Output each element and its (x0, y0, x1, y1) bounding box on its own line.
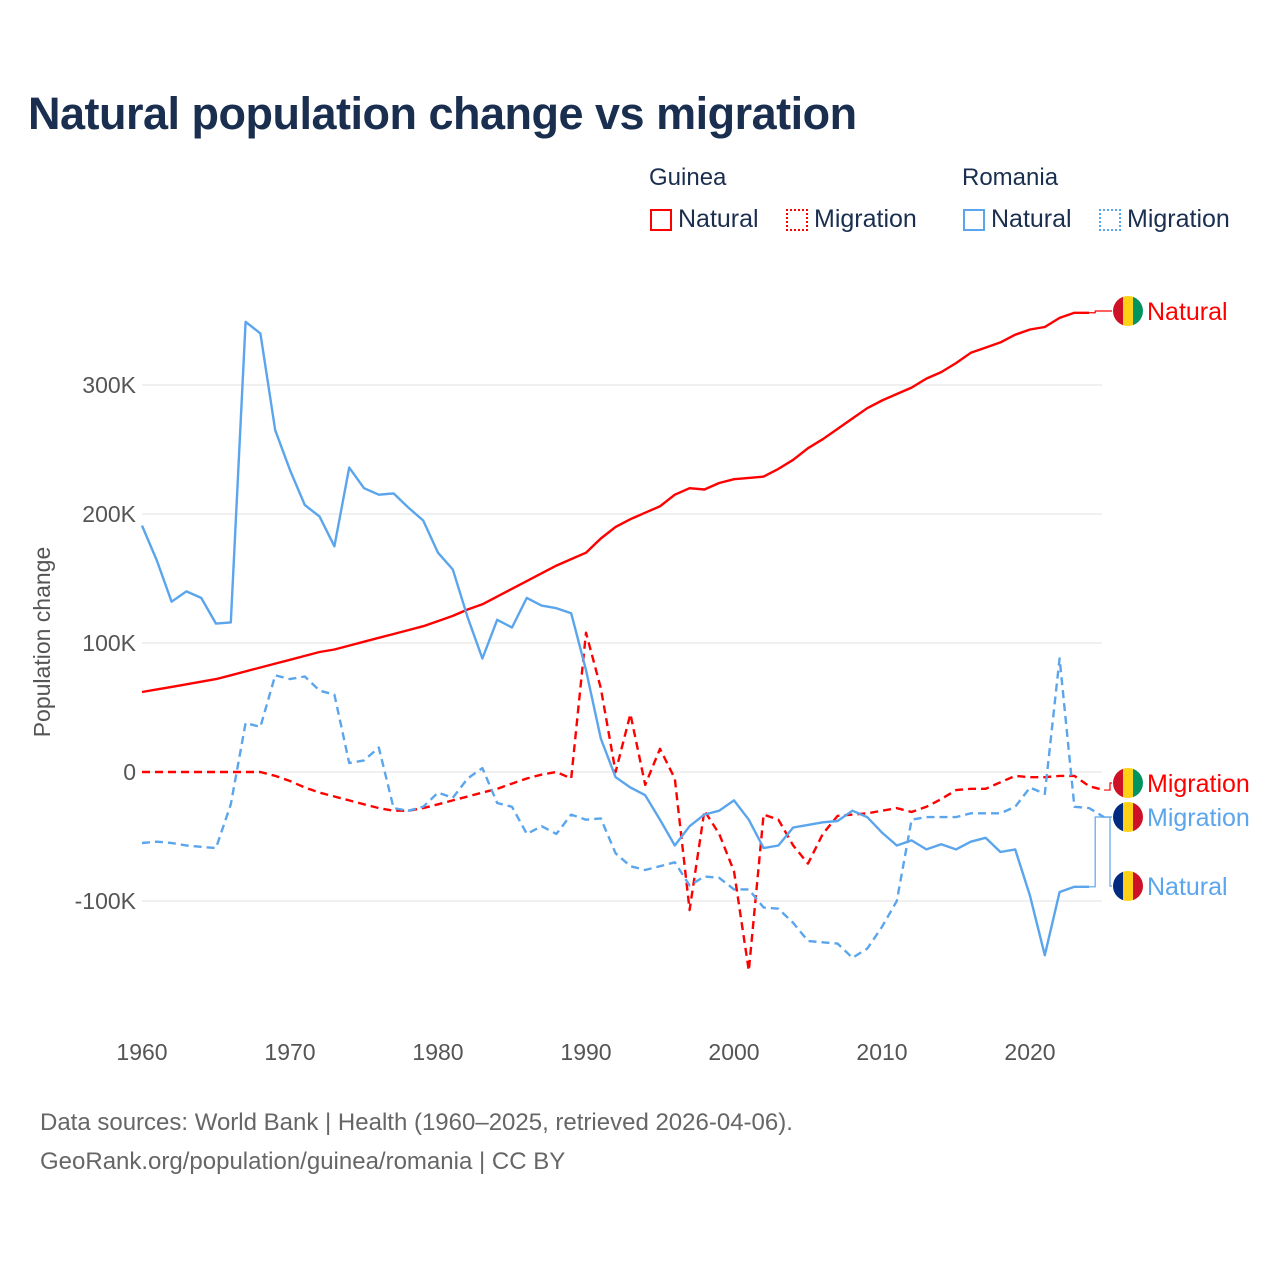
legend-swatch-dotted-blue (1099, 208, 1121, 231)
legend-swatch-solid-blue (963, 208, 985, 231)
end-label-romania-natural: Migration (1147, 804, 1250, 832)
flag-stripe (1123, 296, 1134, 326)
flag-stripe (1113, 871, 1124, 901)
legend-romania-natural[interactable]: Natural (963, 205, 1072, 234)
legend-label: Migration (1127, 205, 1230, 233)
legend-label: Natural (678, 205, 759, 233)
footer-link[interactable]: GeoRank.org/population/guinea/romania | … (40, 1148, 566, 1175)
label-connector (1104, 816, 1112, 887)
legend-label: Migration (814, 205, 917, 233)
y-axis-label: Population change (29, 547, 55, 738)
y-tick-label: -100K (75, 888, 137, 914)
y-tick-label: 200K (82, 501, 136, 527)
label-connector (1089, 816, 1112, 888)
flag-stripe (1123, 768, 1134, 798)
chart-title: Natural population change vs migration (28, 88, 857, 139)
flag-stripe (1133, 768, 1143, 798)
legend-swatch-dotted-red (786, 208, 808, 231)
x-tick-label: 2010 (856, 1039, 907, 1065)
x-tick-label: 1990 (560, 1039, 611, 1065)
legend-label: Natural (991, 205, 1072, 233)
label-connector (1089, 310, 1112, 314)
series-line-guinea-migration (142, 631, 1105, 972)
legend-guinea-natural[interactable]: Natural (650, 205, 759, 234)
flag-stripe (1133, 802, 1143, 832)
flag-stripe (1113, 296, 1124, 326)
y-tick-label: 100K (82, 630, 136, 656)
flag-stripe (1123, 802, 1134, 832)
flag-stripe (1123, 871, 1134, 901)
legend-swatch-solid-red (650, 208, 672, 231)
x-tick-label: 2020 (1004, 1039, 1055, 1065)
legend-guinea-migration[interactable]: Migration (786, 205, 917, 234)
end-label-guinea-natural: Natural (1147, 298, 1228, 326)
x-tick-label: 1960 (116, 1039, 167, 1065)
label-connector (1104, 782, 1112, 791)
legend-group-romania: Romania (962, 164, 1059, 191)
flag-stripe (1133, 871, 1143, 901)
x-tick-label: 1980 (412, 1039, 463, 1065)
end-label-guinea-migration: Migration (1147, 770, 1250, 798)
footer-sources: Data sources: World Bank | Health (1960–… (40, 1109, 793, 1136)
series-line-guinea-natural (141, 311, 1090, 694)
guinea-flag-icon (1113, 296, 1143, 326)
x-tick-label: 1970 (264, 1039, 315, 1065)
legend-romania-migration[interactable]: Migration (1099, 205, 1230, 234)
series-line-romania-migration (141, 657, 1105, 959)
flag-stripe (1113, 802, 1124, 832)
x-tick-label: 2000 (708, 1039, 759, 1065)
chart-plot: -100K 0 100K 200K 300K 1960 1970 1980 1990 2000 20… (29, 296, 1250, 1065)
flag-stripe (1113, 768, 1124, 798)
y-tick-label: 0 (123, 759, 136, 785)
guinea-flag-icon (1113, 768, 1143, 798)
series-line-romania-natural (140, 320, 1090, 957)
y-tick-label: 300K (82, 372, 136, 398)
flag-stripe (1133, 296, 1143, 326)
romania-flag-icon (1113, 802, 1143, 832)
legend-group-guinea: Guinea (649, 164, 727, 191)
end-label-romania-migration: Natural (1147, 873, 1228, 901)
romania-flag-icon (1113, 871, 1143, 901)
